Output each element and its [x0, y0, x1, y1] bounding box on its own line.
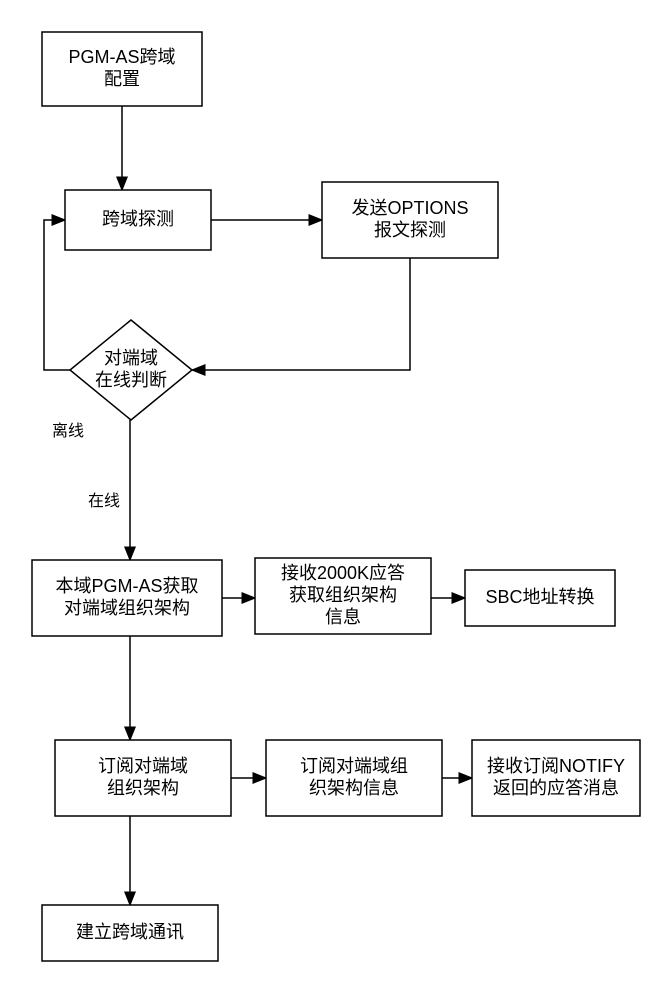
node-label-n10-l0: 接收订阅NOTIFY — [487, 756, 625, 776]
node-n10: 接收订阅NOTIFY返回的应答消息 — [472, 740, 640, 816]
node-n9: 订阅对端域组织架构信息 — [266, 740, 442, 816]
node-n4: 对端域在线判断 — [70, 320, 192, 420]
node-label-n2-l0: 跨域探测 — [102, 209, 174, 229]
node-label-n7-l0: SBC地址转换 — [485, 587, 594, 607]
node-label-n8-l0: 订阅对端域 — [98, 756, 188, 776]
node-label-n3-l0: 发送OPTIONS — [351, 198, 468, 218]
node-n3: 发送OPTIONS报文探测 — [322, 182, 498, 258]
node-n7: SBC地址转换 — [465, 570, 615, 626]
node-label-n11-l0: 建立跨域通讯 — [76, 922, 184, 942]
node-n11: 建立跨域通讯 — [42, 905, 218, 961]
node-n2: 跨域探测 — [65, 190, 211, 250]
node-label-n5-l0: 本域PGM-AS获取 — [55, 576, 198, 596]
node-label-n10-l1: 返回的应答消息 — [493, 778, 619, 798]
edge-label-n4-n2: 离线 — [52, 422, 84, 440]
node-label-n1-l0: PGM-AS跨域 — [68, 47, 175, 67]
node-label-n8-l1: 组织架构 — [107, 778, 179, 798]
node-label-n1-l1: 配置 — [104, 69, 140, 89]
node-n8: 订阅对端域组织架构 — [55, 740, 231, 816]
node-label-n6-l2: 信息 — [325, 607, 361, 627]
node-label-n5-l1: 对端域组织架构 — [64, 598, 190, 618]
node-label-n3-l1: 报文探测 — [374, 220, 446, 240]
node-n1: PGM-AS跨域配置 — [42, 32, 202, 106]
node-label-n4-l0: 对端域 — [104, 348, 158, 368]
edge-label-n4-n5: 在线 — [88, 492, 120, 510]
node-label-n6-l0: 接收2000K应答 — [281, 563, 405, 583]
node-label-n9-l1: 织架构信息 — [309, 778, 399, 798]
node-label-n4-l1: 在线判断 — [95, 370, 167, 390]
node-label-n9-l0: 订阅对端域组 — [300, 756, 408, 776]
node-n5: 本域PGM-AS获取对端域组织架构 — [32, 560, 222, 636]
edge-n3-n4 — [192, 258, 410, 370]
node-label-n6-l1: 获取组织架构 — [289, 585, 397, 605]
node-n6: 接收2000K应答获取组织架构信息 — [255, 558, 431, 634]
